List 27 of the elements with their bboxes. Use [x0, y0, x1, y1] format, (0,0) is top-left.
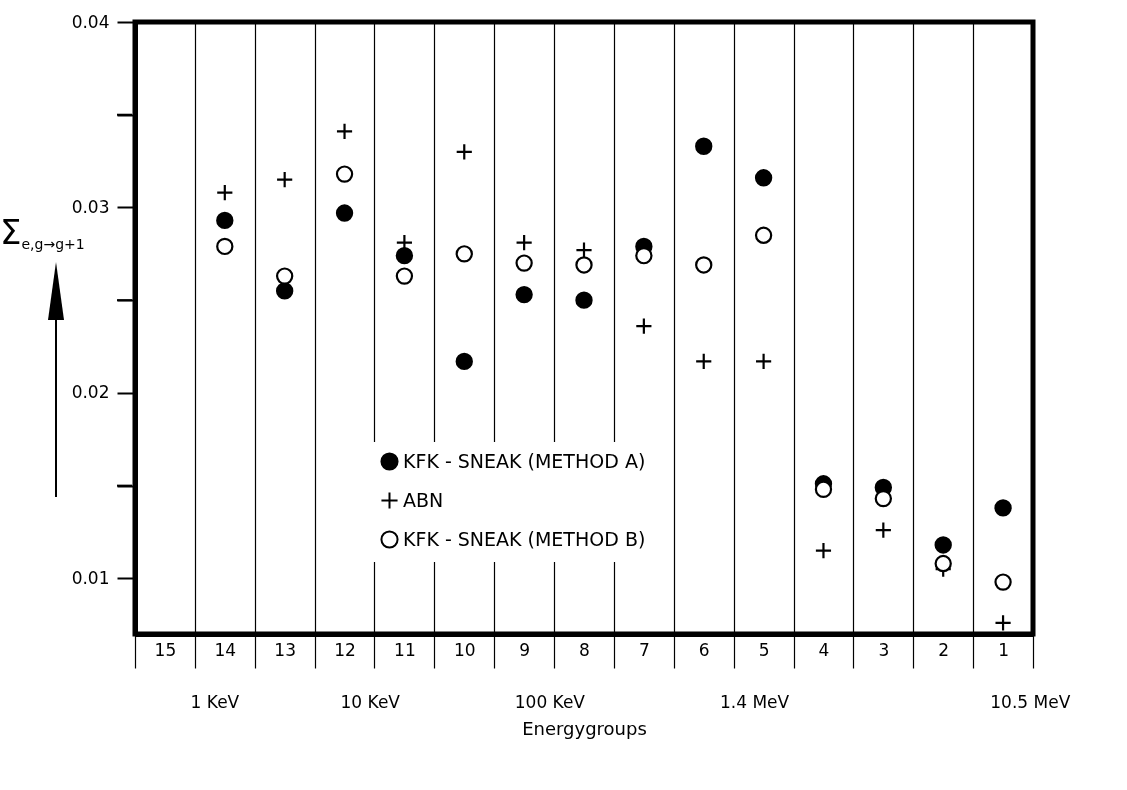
legend-label: KFK - SNEAK (METHOD B)	[403, 527, 646, 550]
y-tick-label: 0.02	[71, 382, 110, 403]
text: 1.4 MeV	[720, 692, 790, 712]
x-tick-label: 11	[394, 639, 416, 660]
x-tick-label: 5	[758, 639, 770, 660]
legend-label: KFK - SNEAK (METHOD A)	[403, 449, 646, 472]
text: 10 KeV	[340, 692, 400, 712]
legend-label: ABN	[403, 488, 444, 511]
y-tick-label: 0.04	[71, 11, 110, 32]
x-tick-label: 7	[638, 639, 650, 660]
x-tick-label: 3	[878, 639, 890, 660]
x-tick-label: 9	[519, 639, 531, 660]
x-tick-label: 15	[154, 639, 177, 660]
y-tick-label: 0.01	[71, 567, 110, 588]
x-tick-label: 4	[818, 639, 830, 660]
x-tick-label: 8	[579, 639, 590, 660]
x-tick-label: 2	[938, 639, 950, 660]
x-axis-title: Energygroups	[522, 718, 647, 740]
text: 10.5 MeV	[990, 692, 1071, 712]
x-tick-label: 12	[334, 639, 356, 660]
x-tick-label: 10	[453, 639, 476, 660]
text: 1 KeV	[190, 692, 240, 712]
x-tick-label: 1	[998, 639, 1009, 660]
x-tick-label: 6	[698, 639, 710, 660]
x-tick-label: 13	[274, 639, 296, 660]
x-tick-label: 14	[214, 639, 237, 660]
text: 100 KeV	[514, 692, 585, 712]
